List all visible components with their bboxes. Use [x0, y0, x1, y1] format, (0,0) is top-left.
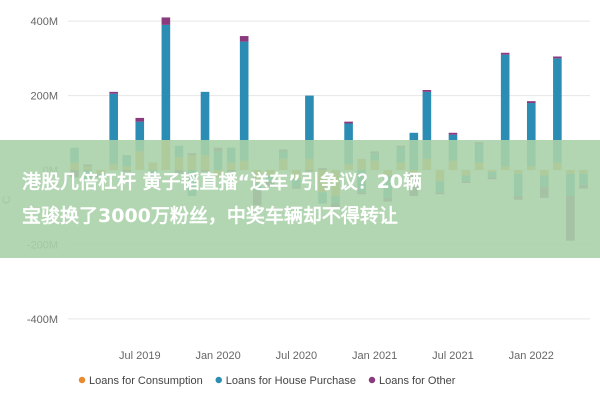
x-tick-label: Jul 2019 — [119, 350, 161, 362]
y-tick-label: 400M — [30, 16, 58, 28]
bar-segment — [109, 93, 118, 165]
x-tick-label: Jul 2020 — [276, 350, 318, 362]
bar-segment — [526, 101, 536, 104]
bar-segment — [305, 95, 314, 159]
legend-label: Loans for House Purchase — [226, 375, 356, 387]
x-tick-label: Jan 2021 — [352, 350, 397, 362]
bar-segment — [553, 56, 562, 59]
bar-segment — [422, 91, 432, 159]
legend-label: Loans for Consumption — [89, 375, 203, 387]
bar-segment — [135, 117, 145, 122]
bar-segment — [200, 91, 210, 156]
bar-segment — [344, 121, 353, 124]
headline-line-1: 港股几倍杠杆 黄子韬直播“送车”引争议？20辆 — [22, 171, 423, 193]
legend-marker — [78, 376, 86, 384]
y-tick-label: 200M — [30, 91, 58, 103]
legend: Loans for Consumption Loans for House Pur… — [78, 375, 456, 387]
bar-segment — [500, 54, 510, 167]
bar-segment — [135, 121, 145, 152]
bar-segment — [161, 24, 171, 141]
bar-segment — [448, 132, 458, 135]
bar-segment — [422, 90, 432, 92]
bar-segment — [109, 91, 118, 94]
y-tick-label: -400M — [27, 314, 58, 326]
legend-marker — [215, 376, 222, 384]
x-axis-ticks: Jul 2019 Jan 2020 Jul 2020 Jan 2021 Jul 2021… — [119, 350, 554, 362]
x-tick-label: Jan 2022 — [509, 350, 554, 362]
legend-label: Loans for Other — [379, 375, 456, 387]
headline-line-2: 宝骏换了3000万粉丝，中奖车辆却不得转让 — [22, 205, 398, 227]
legend-marker — [368, 376, 376, 384]
x-tick-label: Jan 2020 — [195, 350, 240, 362]
bar-segment — [161, 17, 171, 25]
bar-segment — [553, 58, 562, 163]
bar-segment — [500, 52, 510, 55]
headline-banner: 港股几倍杠杆 黄子韬直播“送车”引争议？20辆 宝骏换了3000万粉丝，中奖车辆… — [0, 140, 600, 258]
bar-segment — [239, 41, 249, 161]
bar-segment — [526, 103, 536, 167]
x-tick-label: Jul 2021 — [432, 350, 474, 362]
bar-segment — [239, 36, 249, 42]
